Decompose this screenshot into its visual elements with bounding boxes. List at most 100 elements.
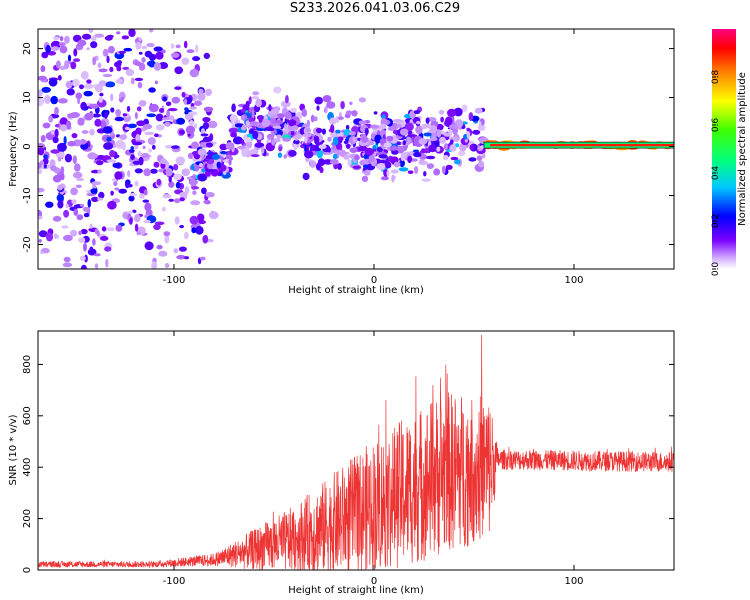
heatmap-cell [468, 157, 477, 162]
heatmap-cell [45, 232, 54, 242]
heatmap-cell [40, 250, 44, 254]
heatmap-cell [76, 177, 85, 182]
heatmap-cell [249, 148, 259, 155]
heatmap-cell [147, 137, 156, 145]
heatmap-cell [202, 234, 209, 244]
heatmap-cell [52, 36, 60, 41]
heatmap-cell [70, 112, 80, 118]
heatmap-cell [71, 133, 78, 139]
heatmap-cell [384, 161, 392, 169]
heatmap-cell [329, 117, 337, 125]
heatmap-cell [96, 160, 104, 166]
heatmap-cell [176, 255, 186, 260]
heatmap-cell [106, 55, 110, 64]
heatmap-cell [50, 46, 60, 51]
heatmap-cell [368, 155, 375, 162]
heatmap-cell [97, 169, 102, 174]
heatmap-cell [179, 129, 185, 135]
heatmap-cell [57, 142, 67, 152]
heatmap-cell [450, 156, 459, 161]
heatmap-cell [472, 129, 481, 135]
heatmap-cell [82, 33, 92, 40]
heatmap-cell [380, 176, 389, 181]
heatmap-cell [128, 29, 136, 37]
heatmap-cell [168, 198, 174, 202]
heatmap-cell [444, 132, 451, 137]
heatmap-cell [126, 183, 133, 188]
heatmap-cell [191, 141, 199, 149]
heatmap-cell [251, 110, 255, 119]
heatmap-cell [148, 103, 159, 113]
heatmap-cell [70, 187, 78, 196]
heatmap-cell [146, 42, 155, 48]
heatmap-cell [197, 213, 205, 222]
colorbar-tick-label: 0.6 [711, 118, 721, 133]
heatmap-cell [158, 108, 165, 113]
heatmap-cell [436, 146, 441, 152]
heatmap-cell [99, 92, 104, 97]
heatmap-cell [72, 78, 80, 87]
heatmap-cell [38, 75, 47, 81]
heatmap-cell [228, 127, 239, 134]
heatmap-cell [89, 246, 94, 253]
heatmap-cell [92, 238, 96, 246]
heatmap-cell [74, 163, 81, 172]
heatmap-cell [114, 187, 120, 191]
heatmap-cell [144, 241, 154, 251]
heatmap-cell [61, 225, 69, 229]
carrier-band-core [490, 143, 674, 147]
heatmap-cell [426, 163, 435, 170]
heatmap-cell [137, 82, 143, 89]
heatmap-cell [173, 163, 179, 171]
colorbar-ticks: 0.0 0.2 0.4 0.6 0.8 [711, 70, 721, 277]
heatmap-cell [142, 199, 150, 203]
y-tick-label: 0 [22, 567, 33, 573]
heatmap-cell [255, 98, 262, 108]
heatmap-cell [393, 161, 401, 168]
heatmap-cell [246, 133, 254, 138]
heatmap-cell [142, 123, 153, 130]
heatmap-cell [345, 110, 353, 115]
heatmap-cell [138, 37, 142, 41]
heatmap-cell [38, 168, 43, 175]
heatmap-cell [164, 121, 171, 127]
heatmap-cell [114, 171, 123, 180]
heatmap-cell [65, 120, 72, 130]
heatmap-cell [184, 256, 190, 260]
colorbar-gradient [712, 29, 736, 269]
heatmap-cell [162, 206, 166, 212]
heatmap-cell [77, 39, 87, 47]
heatmap-cell [423, 132, 432, 137]
heatmap-cell [154, 133, 159, 138]
heatmap-cell [149, 29, 154, 33]
heatmap-cell [154, 80, 158, 85]
heatmap-cell [92, 56, 97, 66]
heatmap-cell [119, 134, 128, 141]
heatmap-cell [133, 145, 139, 150]
heatmap-cell [404, 122, 414, 132]
heatmap-cell [148, 148, 153, 153]
heatmap-cell [206, 239, 214, 243]
heatmap-cell [413, 110, 421, 115]
heatmap-cell [364, 127, 369, 135]
heatmap-cell [373, 111, 378, 115]
heatmap-cell [59, 45, 68, 54]
heatmap-cell [343, 154, 350, 160]
heatmap-cell [332, 136, 339, 146]
heatmap-cell [40, 65, 46, 73]
heatmap-cell [136, 231, 141, 236]
heatmap-cell [121, 35, 130, 40]
heatmap-cell [156, 244, 163, 250]
heatmap-cell [84, 254, 88, 263]
heatmap-cell [65, 80, 73, 89]
heatmap-cell [144, 202, 152, 212]
heatmap-cell [79, 255, 86, 261]
heatmap-cell [423, 148, 430, 154]
heatmap-cell [377, 162, 386, 171]
heatmap-cell [80, 101, 87, 111]
heatmap-cell [43, 154, 48, 159]
heatmap-cell [122, 66, 130, 70]
heatmap-cell [228, 158, 232, 166]
heatmap-cell [293, 139, 300, 145]
heatmap-cell [130, 154, 135, 161]
